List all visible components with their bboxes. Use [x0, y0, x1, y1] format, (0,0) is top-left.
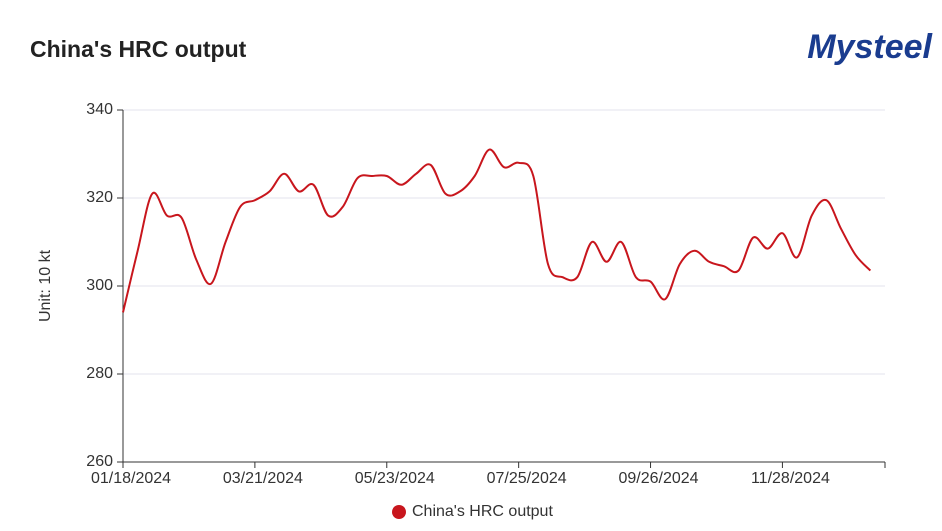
legend-marker — [392, 505, 406, 519]
x-tick-label: 03/21/2024 — [223, 470, 303, 487]
legend-label: China's HRC output — [412, 503, 553, 520]
x-tick-label: 05/23/2024 — [355, 470, 435, 487]
y-tick-label: 260 — [86, 453, 113, 470]
x-tick-label: 07/25/2024 — [487, 470, 567, 487]
y-axis-label: Unit: 10 kt — [37, 249, 54, 322]
y-tick-label: 300 — [86, 277, 113, 294]
x-tick-label: 01/18/2024 — [91, 470, 171, 487]
y-tick-label: 280 — [86, 365, 113, 382]
y-tick-label: 320 — [86, 189, 113, 206]
x-tick-label: 11/28/2024 — [751, 470, 830, 487]
x-tick-label: 09/26/2024 — [618, 470, 698, 487]
line — [122, 148, 872, 313]
chart-title: China's HRC output — [30, 36, 247, 62]
logo: Mysteel — [807, 28, 933, 66]
y-tick-label: 340 — [86, 101, 113, 118]
